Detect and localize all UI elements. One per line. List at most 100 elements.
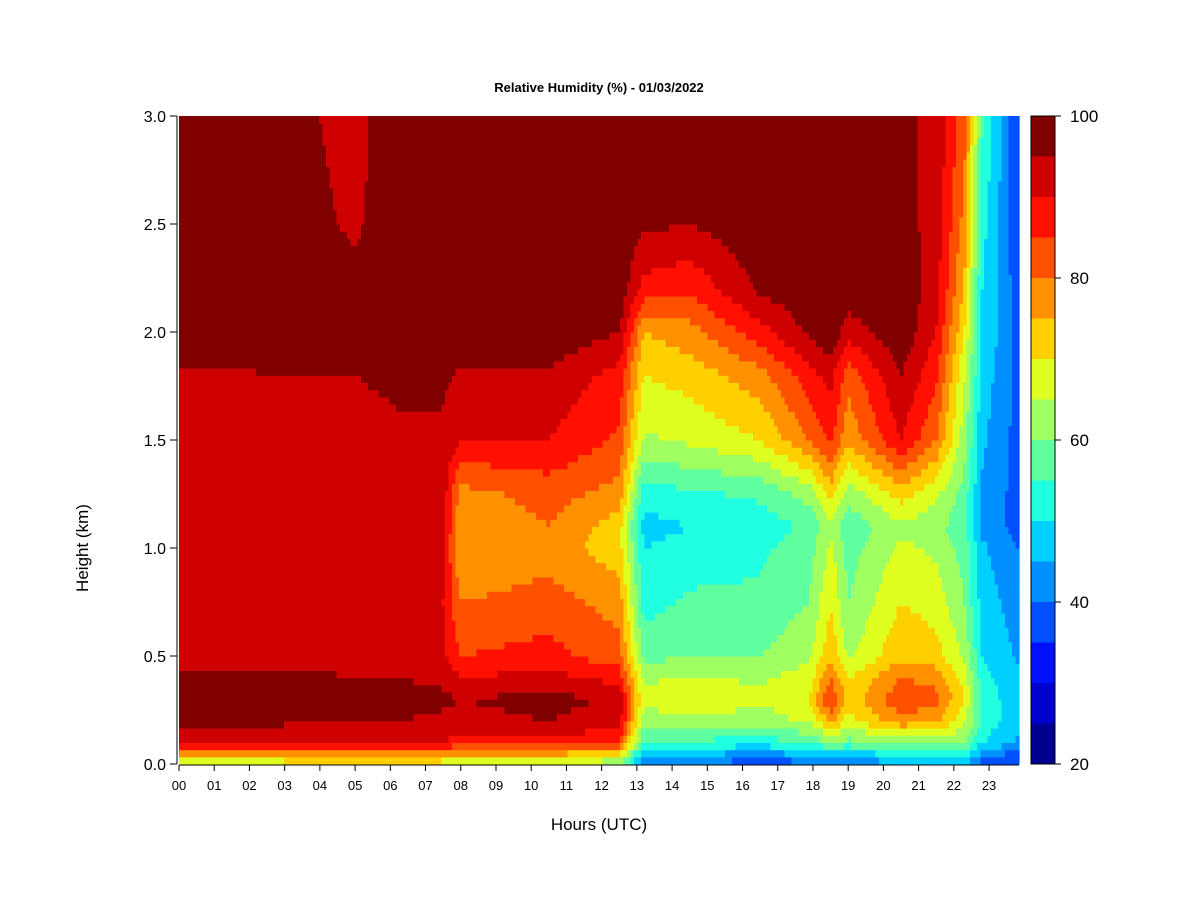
- heatmap-cell: [340, 497, 345, 506]
- heatmap-cell: [291, 281, 296, 290]
- heatmap-cell: [217, 641, 222, 650]
- heatmap-cell: [284, 296, 289, 304]
- heatmap-cell: [238, 490, 243, 499]
- heatmap-cell: [266, 742, 271, 751]
- heatmap-cell: [186, 281, 191, 290]
- heatmap-cell: [357, 641, 362, 650]
- heatmap-cell: [224, 483, 229, 491]
- heatmap-cell: [340, 267, 345, 275]
- heatmap-cell: [203, 713, 208, 722]
- heatmap-cell: [263, 706, 268, 715]
- heatmap-cell: [196, 238, 201, 247]
- heatmap-cell: [186, 656, 191, 664]
- heatmap-cell: [361, 749, 366, 758]
- heatmap-cell: [193, 281, 198, 290]
- heatmap-cell: [347, 562, 352, 571]
- heatmap-cell: [273, 202, 278, 211]
- heatmap-cell: [214, 231, 219, 239]
- heatmap-cell: [308, 562, 313, 571]
- heatmap-cell: [301, 641, 306, 650]
- heatmap-cell: [312, 699, 317, 707]
- heatmap-cell: [315, 339, 320, 347]
- heatmap-cell: [273, 533, 278, 542]
- heatmap-cell: [259, 627, 264, 635]
- heatmap-cell: [305, 368, 310, 376]
- heatmap-cell: [343, 159, 348, 167]
- heatmap-cell: [214, 288, 219, 297]
- heatmap-cell: [284, 692, 289, 700]
- heatmap-cell: [305, 620, 310, 628]
- heatmap-cell: [329, 173, 334, 182]
- heatmap-cell: [221, 324, 226, 333]
- heatmap-cell: [336, 411, 341, 419]
- heatmap-cell: [301, 540, 306, 549]
- heatmap-cell: [263, 260, 268, 268]
- heatmap-cell: [252, 267, 257, 275]
- heatmap-cell: [284, 288, 289, 297]
- heatmap-cell: [277, 555, 282, 563]
- heatmap-cell: [203, 519, 208, 527]
- heatmap-cell: [189, 360, 194, 369]
- heatmap-cell: [315, 224, 320, 232]
- heatmap-cell: [200, 195, 205, 203]
- heatmap-cell: [263, 656, 268, 664]
- heatmap-cell: [340, 360, 345, 369]
- heatmap-cell: [224, 706, 229, 715]
- heatmap-cell: [364, 360, 369, 369]
- heatmap-cell: [354, 656, 359, 664]
- heatmap-cell: [301, 447, 306, 455]
- heatmap-cell: [193, 627, 198, 635]
- heatmap-cell: [298, 238, 303, 247]
- heatmap-cell: [340, 375, 345, 383]
- heatmap-cell: [270, 468, 275, 477]
- heatmap-cell: [207, 404, 212, 412]
- heatmap-cell: [193, 209, 198, 218]
- heatmap-cell: [340, 195, 345, 203]
- heatmap-cell: [301, 720, 306, 729]
- heatmap-cell: [189, 411, 194, 419]
- heatmap-cell: [242, 497, 247, 506]
- heatmap-cell: [210, 548, 215, 556]
- heatmap-cell: [347, 173, 352, 182]
- heatmap-cell: [287, 310, 292, 319]
- heatmap-cell: [224, 281, 229, 290]
- heatmap-cell: [284, 720, 289, 729]
- heatmap-cell: [256, 461, 261, 470]
- heatmap-cell: [235, 411, 240, 419]
- heatmap-cell: [249, 224, 254, 232]
- heatmap-cell: [259, 252, 264, 261]
- heatmap-cell: [207, 562, 212, 571]
- heatmap-cell: [350, 684, 355, 693]
- heatmap-cell: [217, 274, 222, 283]
- heatmap-cell: [189, 735, 194, 743]
- heatmap-cell: [312, 180, 317, 189]
- heatmap-cell: [347, 555, 352, 563]
- heatmap-cell: [291, 130, 296, 139]
- heatmap-cell: [214, 404, 219, 412]
- heatmap-cell: [294, 569, 299, 578]
- heatmap-cell: [228, 447, 233, 455]
- heatmap-cell: [329, 188, 334, 196]
- heatmap-cell: [263, 483, 268, 491]
- heatmap-cell: [308, 454, 313, 463]
- heatmap-cell: [280, 497, 285, 506]
- heatmap-cell: [361, 468, 366, 477]
- heatmap-cell: [210, 231, 215, 239]
- heatmap-cell: [182, 137, 187, 146]
- heatmap-cell: [179, 368, 184, 376]
- heatmap-cell: [329, 540, 334, 549]
- heatmap-cell: [361, 144, 366, 153]
- heatmap-cell: [315, 663, 320, 671]
- heatmap-cell: [354, 735, 359, 743]
- heatmap-cell: [368, 504, 373, 513]
- heatmap-cell: [228, 267, 233, 275]
- heatmap-cell: [298, 735, 303, 743]
- heatmap-cell: [256, 123, 261, 131]
- heatmap-cell: [291, 209, 296, 218]
- heatmap-cell: [354, 360, 359, 369]
- heatmap-cell: [235, 166, 240, 175]
- heatmap-cell: [364, 490, 369, 499]
- heatmap-cell: [245, 238, 250, 247]
- heatmap-cell: [259, 728, 264, 736]
- heatmap-cell: [256, 468, 261, 477]
